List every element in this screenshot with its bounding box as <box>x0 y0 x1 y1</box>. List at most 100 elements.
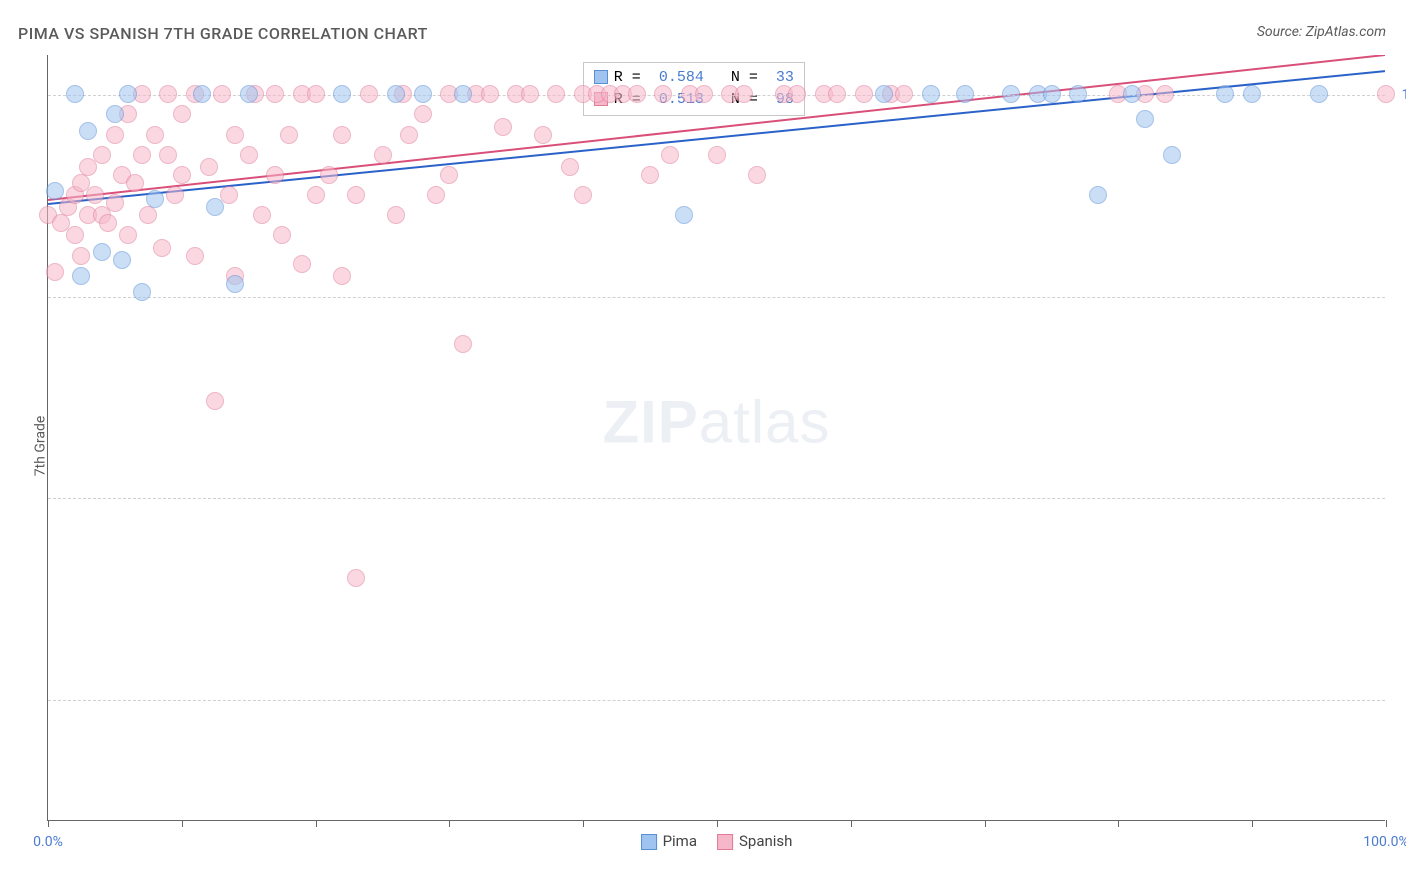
x-tick <box>1118 820 1119 827</box>
N-value: 33 <box>767 69 794 86</box>
source-label: Source: ZipAtlas.com <box>1257 24 1386 40</box>
data-point <box>333 126 351 144</box>
data-point <box>266 85 284 103</box>
data-point <box>226 275 244 293</box>
data-point <box>1002 85 1020 103</box>
data-point <box>956 85 974 103</box>
data-point <box>133 146 151 164</box>
data-point <box>240 146 258 164</box>
data-point <box>1377 85 1395 103</box>
data-point <box>481 85 499 103</box>
y-tick-label: 100.0% <box>1402 87 1406 103</box>
x-tick-label: 100.0% <box>1363 834 1406 850</box>
data-point <box>400 126 418 144</box>
data-point <box>46 263 64 281</box>
data-point <box>875 85 893 103</box>
data-point <box>1043 85 1061 103</box>
data-point <box>200 158 218 176</box>
data-point <box>1216 85 1234 103</box>
data-point <box>675 206 693 224</box>
x-tick <box>449 820 450 827</box>
data-point <box>146 190 164 208</box>
gridline <box>48 700 1385 701</box>
chart-title: PIMA VS SPANISH 7TH GRADE CORRELATION CH… <box>18 24 428 43</box>
data-point <box>333 267 351 285</box>
data-point <box>494 118 512 136</box>
x-tick <box>717 820 718 827</box>
x-tick <box>1386 820 1387 827</box>
y-axis-label: 7th Grade <box>32 416 48 477</box>
data-point <box>574 186 592 204</box>
trendlines <box>48 55 1385 820</box>
x-tick <box>48 820 49 827</box>
data-point <box>641 166 659 184</box>
data-point <box>106 126 124 144</box>
data-point <box>414 105 432 123</box>
watermark-bold: ZIP <box>602 389 698 456</box>
R-value: 0.584 <box>650 69 704 86</box>
data-point <box>654 85 672 103</box>
data-point <box>253 206 271 224</box>
data-point <box>226 126 244 144</box>
data-point <box>93 243 111 261</box>
data-point <box>1310 85 1328 103</box>
data-point <box>748 166 766 184</box>
x-tick <box>1252 820 1253 827</box>
data-point <box>146 126 164 144</box>
data-point <box>133 283 151 301</box>
data-point <box>1136 110 1154 128</box>
data-point <box>661 146 679 164</box>
data-point <box>66 85 84 103</box>
data-point <box>106 105 124 123</box>
data-point <box>106 194 124 212</box>
data-point <box>213 85 231 103</box>
data-point <box>79 122 97 140</box>
data-point <box>166 186 184 204</box>
data-point <box>173 166 191 184</box>
data-point <box>414 85 432 103</box>
data-point <box>206 198 224 216</box>
data-point <box>374 146 392 164</box>
data-point <box>159 146 177 164</box>
data-point <box>126 174 144 192</box>
data-point <box>293 255 311 273</box>
data-point <box>46 182 64 200</box>
data-point <box>1089 186 1107 204</box>
data-point <box>1163 146 1181 164</box>
data-point <box>534 126 552 144</box>
data-point <box>206 392 224 410</box>
data-point <box>159 85 177 103</box>
data-point <box>320 166 338 184</box>
data-point <box>240 85 258 103</box>
data-point <box>561 158 579 176</box>
data-point <box>855 85 873 103</box>
data-point <box>307 186 325 204</box>
legend-item: Pima <box>641 832 697 850</box>
legend-swatch <box>717 834 733 850</box>
data-point <box>307 85 325 103</box>
legend-label: Pima <box>663 832 697 850</box>
data-point <box>828 85 846 103</box>
data-point <box>333 85 351 103</box>
data-point <box>360 85 378 103</box>
data-point <box>99 214 117 232</box>
legend-swatch <box>594 70 608 84</box>
watermark-rest: atlas <box>699 389 831 456</box>
data-point <box>173 105 191 123</box>
x-tick <box>583 820 584 827</box>
data-point <box>454 335 472 353</box>
data-point <box>113 251 131 269</box>
data-point <box>119 85 137 103</box>
x-tick <box>851 820 852 827</box>
legend-label: Spanish <box>739 832 792 850</box>
data-point <box>628 85 646 103</box>
data-point <box>695 85 713 103</box>
watermark: ZIPatlas <box>602 388 830 457</box>
data-point <box>347 569 365 587</box>
x-tick <box>182 820 183 827</box>
data-point <box>86 186 104 204</box>
x-tick <box>316 820 317 827</box>
data-point <box>266 166 284 184</box>
data-point <box>922 85 940 103</box>
data-point <box>521 85 539 103</box>
